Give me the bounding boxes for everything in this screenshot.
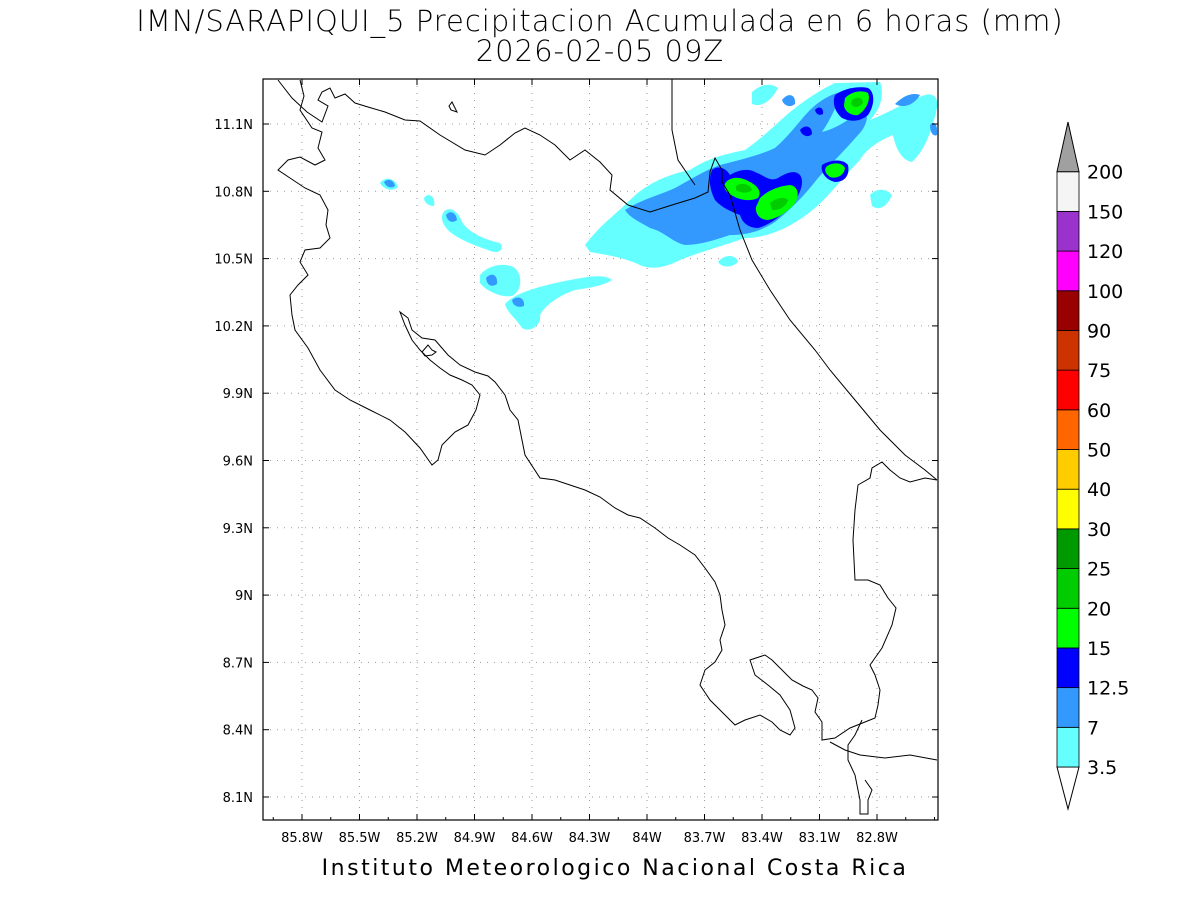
colorbar-label: 50	[1087, 440, 1111, 462]
colorbar-swatch	[1056, 687, 1080, 728]
colorbar-label: 150	[1087, 201, 1123, 223]
colorbar-label: 15	[1087, 638, 1111, 660]
x-tick-label: 84.3W	[569, 831, 611, 846]
colorbar-swatch	[1056, 726, 1080, 768]
colorbar-swatch	[1056, 171, 1080, 212]
colorbar-label: 7	[1087, 717, 1099, 739]
colorbar-label: 75	[1087, 360, 1111, 382]
x-tick-label: 83.1W	[799, 831, 841, 846]
colorbar-swatch	[1056, 449, 1080, 490]
colorbar-swatch	[1056, 568, 1080, 609]
colorbar-label: 30	[1087, 519, 1111, 541]
x-tick-label: 84.9W	[454, 831, 496, 846]
colorbar-under-triangle	[1056, 766, 1080, 811]
map-grid	[263, 79, 938, 820]
x-tick-label: 85.2W	[396, 831, 438, 846]
x-tick-label: 84.6W	[511, 831, 553, 846]
x-axis-labels: 85.8W 85.5W 85.2W 84.9W 84.6W 84.3W 84W 83.7W 83…	[281, 831, 898, 846]
colorbar-label: 12.5	[1087, 678, 1129, 700]
map-frame	[262, 78, 939, 821]
x-tick-label: 85.5W	[339, 831, 381, 846]
colorbar-swatch	[1056, 369, 1080, 411]
y-tick-label: 9.9N	[223, 387, 253, 402]
y-axis-labels: 11.1N 10.8N 10.5N 10.2N 9.9N 9.6N 9.3N 9N 8.7N 8.…	[214, 118, 253, 806]
footer-credit: Instituto Meteorologico Nacional Costa R…	[321, 856, 909, 881]
colorbar-swatch	[1056, 528, 1080, 569]
colorbar-label: 90	[1087, 320, 1111, 342]
colorbar-swatch	[1056, 290, 1080, 331]
colorbar-label: 3.5	[1087, 757, 1117, 779]
y-tick-label: 11.1N	[214, 118, 253, 133]
colorbar-swatch	[1056, 210, 1080, 252]
precip-level-20	[736, 97, 863, 211]
x-tick-label: 83.7W	[684, 831, 726, 846]
coastlines	[277, 79, 938, 815]
precipitation-field	[380, 82, 938, 330]
colorbar-label: 60	[1087, 400, 1111, 422]
colorbar-swatch	[1056, 607, 1080, 649]
x-tick-label: 83.4W	[741, 831, 783, 846]
colorbar-label: 120	[1087, 241, 1123, 263]
colorbar-label: 40	[1087, 479, 1111, 501]
y-tick-label: 10.5N	[214, 253, 253, 268]
x-tick-label: 82.8W	[856, 831, 898, 846]
colorbar	[1056, 121, 1080, 811]
colorbar-label: 25	[1087, 559, 1111, 581]
colorbar-swatch	[1056, 409, 1080, 450]
axis-ticks	[263, 79, 938, 820]
y-tick-label: 8.4N	[223, 724, 253, 739]
colorbar-swatch	[1056, 647, 1080, 689]
colorbar-labels: 3.5 7 12.5 15 20 25 30 40 50 60 75 90 100 120 150 200	[1087, 162, 1129, 779]
chart-subtitle: 2026-02-05 09Z	[475, 34, 725, 68]
y-tick-label: 9.6N	[223, 455, 253, 470]
colorbar-swatch	[1056, 330, 1080, 371]
y-tick-label: 9N	[235, 589, 253, 604]
x-tick-label: 85.8W	[281, 831, 323, 846]
x-tick-label: 84W	[632, 831, 662, 846]
colorbar-swatch	[1056, 250, 1080, 292]
colorbar-label: 100	[1087, 281, 1123, 303]
y-tick-label: 8.1N	[223, 791, 253, 806]
colorbar-swatch	[1056, 488, 1080, 530]
colorbar-label: 20	[1087, 598, 1111, 620]
chart-title: IMN/SARAPIQUI_5 Precipitacion Acumulada …	[136, 4, 1064, 38]
y-tick-label: 10.2N	[214, 320, 253, 335]
colorbar-label: 200	[1087, 162, 1123, 184]
y-tick-label: 10.8N	[214, 185, 253, 200]
y-tick-label: 9.3N	[223, 522, 253, 537]
y-tick-label: 8.7N	[223, 656, 253, 671]
colorbar-over-triangle	[1056, 121, 1080, 173]
